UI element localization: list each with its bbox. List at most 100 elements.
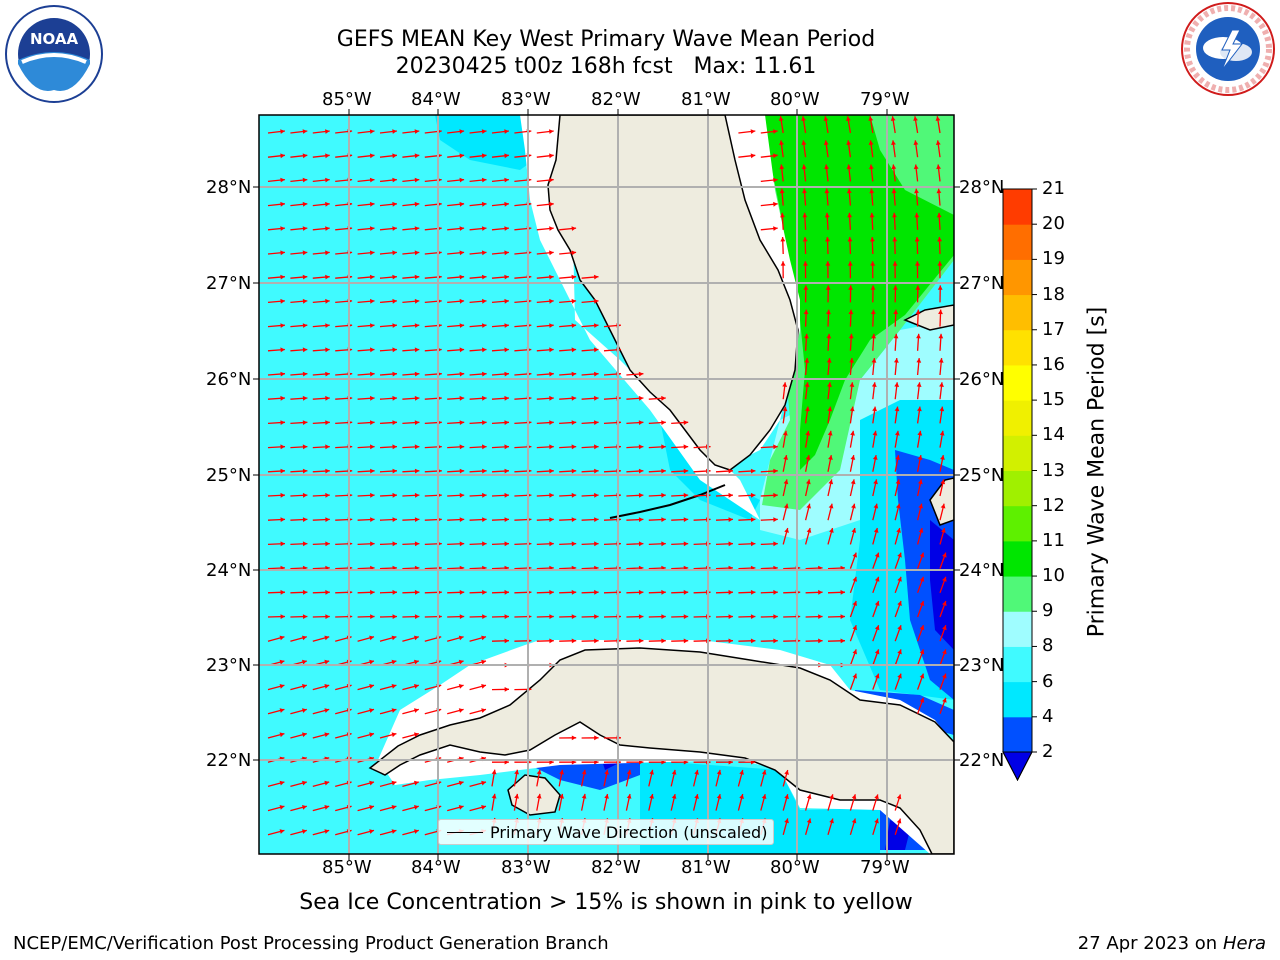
wave-direction-arrow [447,274,465,280]
wave-direction-arrow [469,371,487,377]
wave-direction-arrow [626,638,644,644]
wave-direction-arrow [580,793,587,811]
wave-direction-arrow [782,503,789,521]
wave-direction-arrow [469,153,487,159]
wave-direction-arrow [648,444,666,450]
lon-label-top: 85°W [322,89,372,110]
footer-left: NCEP/EMC/Verification Post Processing Pr… [13,933,609,954]
wave-direction-arrow [849,479,856,497]
wave-direction-arrow [913,116,919,134]
wave-direction-arrow [849,382,855,400]
wave-direction-arrow [603,793,609,811]
wave-direction-arrow [827,638,846,644]
wave-direction-arrow [916,624,925,642]
wave-direction-arrow [267,177,285,183]
wave-direction-arrow [536,793,542,811]
wave-direction-arrow [648,614,666,619]
map-frame [258,114,955,855]
wave-direction-arrow [447,517,465,522]
wave-direction-arrow [581,347,599,353]
wave-direction-arrow [312,298,330,304]
wave-direction-arrow [447,347,465,353]
colorbar-title: Primary Wave Mean Period [s] [1084,306,1110,638]
wave-direction-arrow [290,250,308,256]
wave-direction-arrow [671,444,689,450]
wave-direction-arrow [536,274,554,280]
wave-direction-arrow [267,298,285,304]
wave-direction-arrow [827,614,846,619]
colorbar-tick-label: 14 [1042,424,1065,446]
lat-label-left: 27°N [206,273,252,294]
wave-direction-arrow [648,589,666,595]
wave-direction-arrow [738,638,756,644]
wave-direction-arrow [469,420,487,425]
cuba-landmass [368,647,954,854]
wave-direction-arrow [671,517,689,522]
wave-direction-arrow [357,177,375,183]
wave-direction-arrow [536,468,554,474]
colorbar-swatch [1003,540,1032,577]
wave-direction-arrow [939,527,946,545]
wave-direction-arrow [290,347,308,353]
wave-direction-arrow [312,829,330,836]
wave-direction-arrow [760,201,778,207]
wave-direction-arrow [357,420,375,425]
wave-direction-arrow [671,541,689,547]
wave-direction-arrow [290,805,307,812]
wave-direction-arrow [872,503,879,521]
wave-direction-arrow [939,697,947,715]
wave-direction-arrow [738,589,756,595]
wave-direction-arrow [402,517,420,522]
wave-direction-arrow [559,250,577,256]
wave-direction-arrow [916,503,923,521]
wave-direction-arrow [447,444,465,450]
colorbar-tick-label: 10 [1042,565,1065,587]
wave-direction-arrow [559,274,577,280]
wave-direction-arrow [357,614,375,619]
wave-direction-arrow [804,818,812,835]
wave-direction-arrow [916,333,921,351]
wave-direction-arrow [290,274,308,280]
wave-direction-arrow [402,250,420,256]
wave-direction-arrow [893,285,898,303]
wave-direction-arrow [312,708,330,715]
wave-direction-arrow [804,430,811,448]
lat-label-right: 23°N [959,655,1005,676]
wave-direction-arrow [357,226,375,231]
wave-direction-arrow [671,420,689,425]
wave-direction-arrow [447,541,465,547]
wave-direction-arrow [312,347,330,353]
wave-direction-arrow [447,708,464,715]
wave-direction-arrow [916,527,924,545]
wave-direction-arrow [913,140,919,158]
lon-label-bottom: 80°W [770,857,820,878]
wave-direction-arrow [939,479,946,497]
colorbar-swatch [1003,470,1032,507]
wave-direction-arrow [447,371,465,377]
wave-direction-arrow [825,285,831,303]
wave-direction-arrow [290,371,308,377]
wave-direction-arrow [447,129,465,134]
wave-direction-arrow [379,201,397,207]
wave-direction-arrow [849,624,857,642]
wave-direction-arrow [760,638,778,644]
wave-direction-arrow [447,177,465,183]
wave-direction-arrow [870,261,876,279]
wave-direction-arrow [536,395,554,401]
wave-direction-arrow [782,430,788,448]
wave-direction-arrow [916,358,922,376]
lon-label-bottom: 83°W [501,857,551,878]
wave-direction-arrow [357,829,375,836]
wave-direction-arrow [805,638,823,644]
wave-direction-arrow [357,347,375,353]
wave-direction-arrow [648,793,654,811]
wave-direction-arrow [872,624,880,642]
wave-direction-arrow [872,673,880,690]
wave-direction-arrow [312,129,330,134]
wave-direction-arrow [894,358,899,376]
wave-direction-arrow [779,140,784,158]
wave-direction-arrow [536,589,554,595]
wave-direction-arrow [827,794,834,811]
wave-direction-arrow [823,140,829,158]
colorbar-swatch [1003,505,1032,542]
